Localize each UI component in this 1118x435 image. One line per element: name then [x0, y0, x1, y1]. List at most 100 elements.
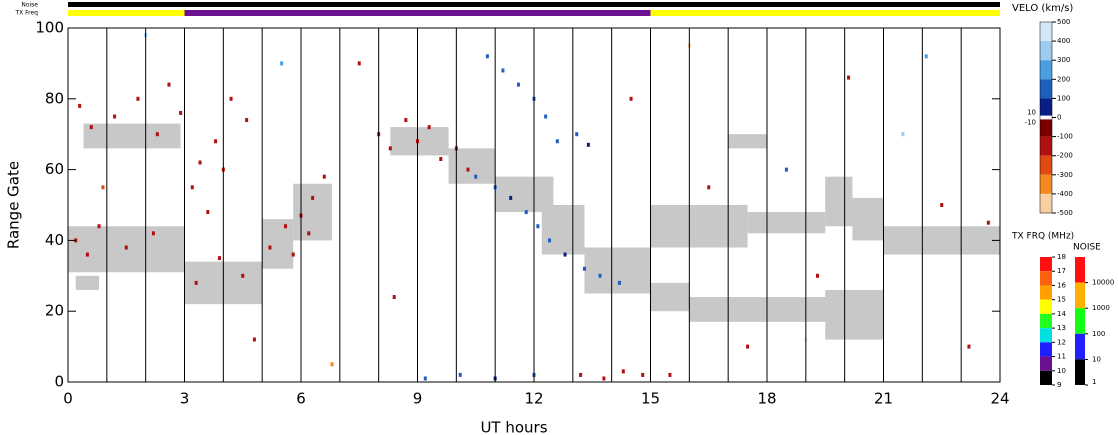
velocity-cell — [439, 156, 443, 161]
velocity-tick-label: -200 — [1057, 152, 1073, 160]
noise-color-bin — [1075, 333, 1085, 360]
velocity-cell — [617, 280, 621, 285]
ground-scatter — [293, 183, 333, 241]
x-tick-label: 21 — [874, 390, 893, 408]
freq-row-label: TX Freq — [14, 10, 38, 17]
velocity-cell — [179, 110, 183, 115]
velocity-cell — [291, 252, 295, 257]
velocity-cell — [427, 125, 431, 130]
velocity-cell — [485, 54, 489, 59]
velocity-cell — [641, 372, 645, 377]
velocity-cell — [582, 266, 586, 271]
ground-scatter — [852, 197, 884, 241]
noise-color-bin — [1075, 308, 1085, 334]
freq-tick-label: 17 — [1057, 267, 1066, 275]
velocity-cell — [668, 372, 672, 377]
y-tick-label: 80 — [45, 89, 64, 107]
velocity-cell — [548, 238, 552, 243]
y-tick-label: 40 — [45, 231, 64, 249]
x-tick-label: 6 — [296, 390, 306, 408]
velocity-cell — [97, 224, 101, 229]
freq-color-bin — [1040, 285, 1052, 300]
velocity-cell — [229, 96, 233, 101]
velocity-cell — [307, 231, 311, 236]
velocity-cell — [544, 114, 548, 119]
freq-segment — [650, 10, 1000, 16]
velocity-cell — [151, 231, 155, 236]
velocity-cell — [89, 125, 93, 130]
freq-color-bin — [1040, 356, 1052, 371]
velocity-color-bin — [1040, 98, 1052, 118]
y-axis-label: Range Gate — [5, 161, 23, 249]
velocity-cell — [466, 167, 470, 172]
velocity-cell — [509, 195, 513, 200]
y-tick-label: 20 — [45, 302, 64, 320]
x-tick-label: 15 — [641, 390, 660, 408]
freq-color-bin — [1040, 271, 1052, 286]
velocity-cell — [423, 376, 427, 381]
freq-tick-label: 15 — [1057, 296, 1066, 304]
x-tick-label: 12 — [524, 390, 543, 408]
freq-tick-label: 16 — [1057, 281, 1066, 289]
x-tick-label: 18 — [757, 390, 776, 408]
freq-tick-label: 11 — [1057, 353, 1066, 361]
velocity-cell — [245, 118, 249, 123]
velocity-scale-label: VELO (km/s) — [1012, 3, 1073, 14]
noise-color-bin — [1075, 282, 1085, 309]
velocity-cell — [167, 82, 171, 87]
ground-scatter — [541, 205, 585, 255]
freq-tick-label: 14 — [1057, 310, 1066, 318]
velocity-color-bin — [1040, 193, 1052, 213]
velocity-cell — [241, 273, 245, 278]
noise-tick-label: 1000 — [1092, 304, 1110, 312]
velocity-cell — [280, 61, 284, 66]
velocity-cell — [404, 118, 408, 123]
x-tick-label: 0 — [63, 390, 73, 408]
freq-segment — [68, 10, 185, 16]
freq-tick-label: 9 — [1057, 381, 1061, 389]
velocity-tick-label: 500 — [1057, 18, 1070, 26]
velocity-color-bin — [1040, 79, 1052, 99]
velocity-cell — [322, 174, 326, 179]
velocity-cell — [124, 245, 128, 250]
ground-scatter — [262, 219, 294, 269]
velocity-cell — [311, 195, 315, 200]
velocity-color-bin — [1040, 155, 1052, 175]
noise-color-bin — [1075, 257, 1085, 283]
velocity-cell — [516, 82, 520, 87]
velocity-threshold-label: -10 — [1025, 118, 1036, 126]
y-tick-label: 100 — [35, 19, 64, 37]
noise-tick-label: 10 — [1092, 355, 1101, 363]
velocity-cell — [155, 132, 159, 137]
freq-color-bin — [1040, 342, 1052, 357]
velocity-tick-label: 400 — [1057, 37, 1070, 45]
ground-scatter — [825, 176, 853, 227]
velocity-tick-label: 200 — [1057, 75, 1070, 83]
ground-scatter — [390, 127, 449, 156]
velocity-cell — [113, 114, 117, 119]
velocity-cell — [924, 54, 928, 59]
ground-scatter — [448, 148, 496, 184]
x-tick-label: 24 — [990, 390, 1009, 408]
x-tick-label: 3 — [180, 390, 190, 408]
velocity-tick-label: 100 — [1057, 94, 1070, 102]
velocity-color-bin — [1040, 174, 1052, 194]
ground-scatter — [825, 289, 884, 340]
velocity-cell — [78, 103, 82, 108]
velocity-cell — [940, 203, 944, 207]
velocity-cell — [967, 344, 971, 349]
velocity-threshold-label: 10 — [1027, 109, 1036, 117]
velocity-tick-label: -500 — [1057, 209, 1073, 217]
velocity-cell — [85, 252, 89, 257]
velocity-cell — [598, 273, 602, 278]
freq-color-bin — [1040, 370, 1052, 385]
velocity-cell — [357, 61, 361, 66]
ground-scatter — [75, 275, 100, 290]
velocity-cell — [847, 75, 851, 80]
velocity-cell — [579, 372, 583, 377]
velocity-cell — [136, 96, 140, 101]
freq-tick-label: 18 — [1057, 253, 1066, 261]
velocity-color-bin — [1040, 60, 1052, 80]
freq-tick-label: 12 — [1057, 338, 1066, 346]
